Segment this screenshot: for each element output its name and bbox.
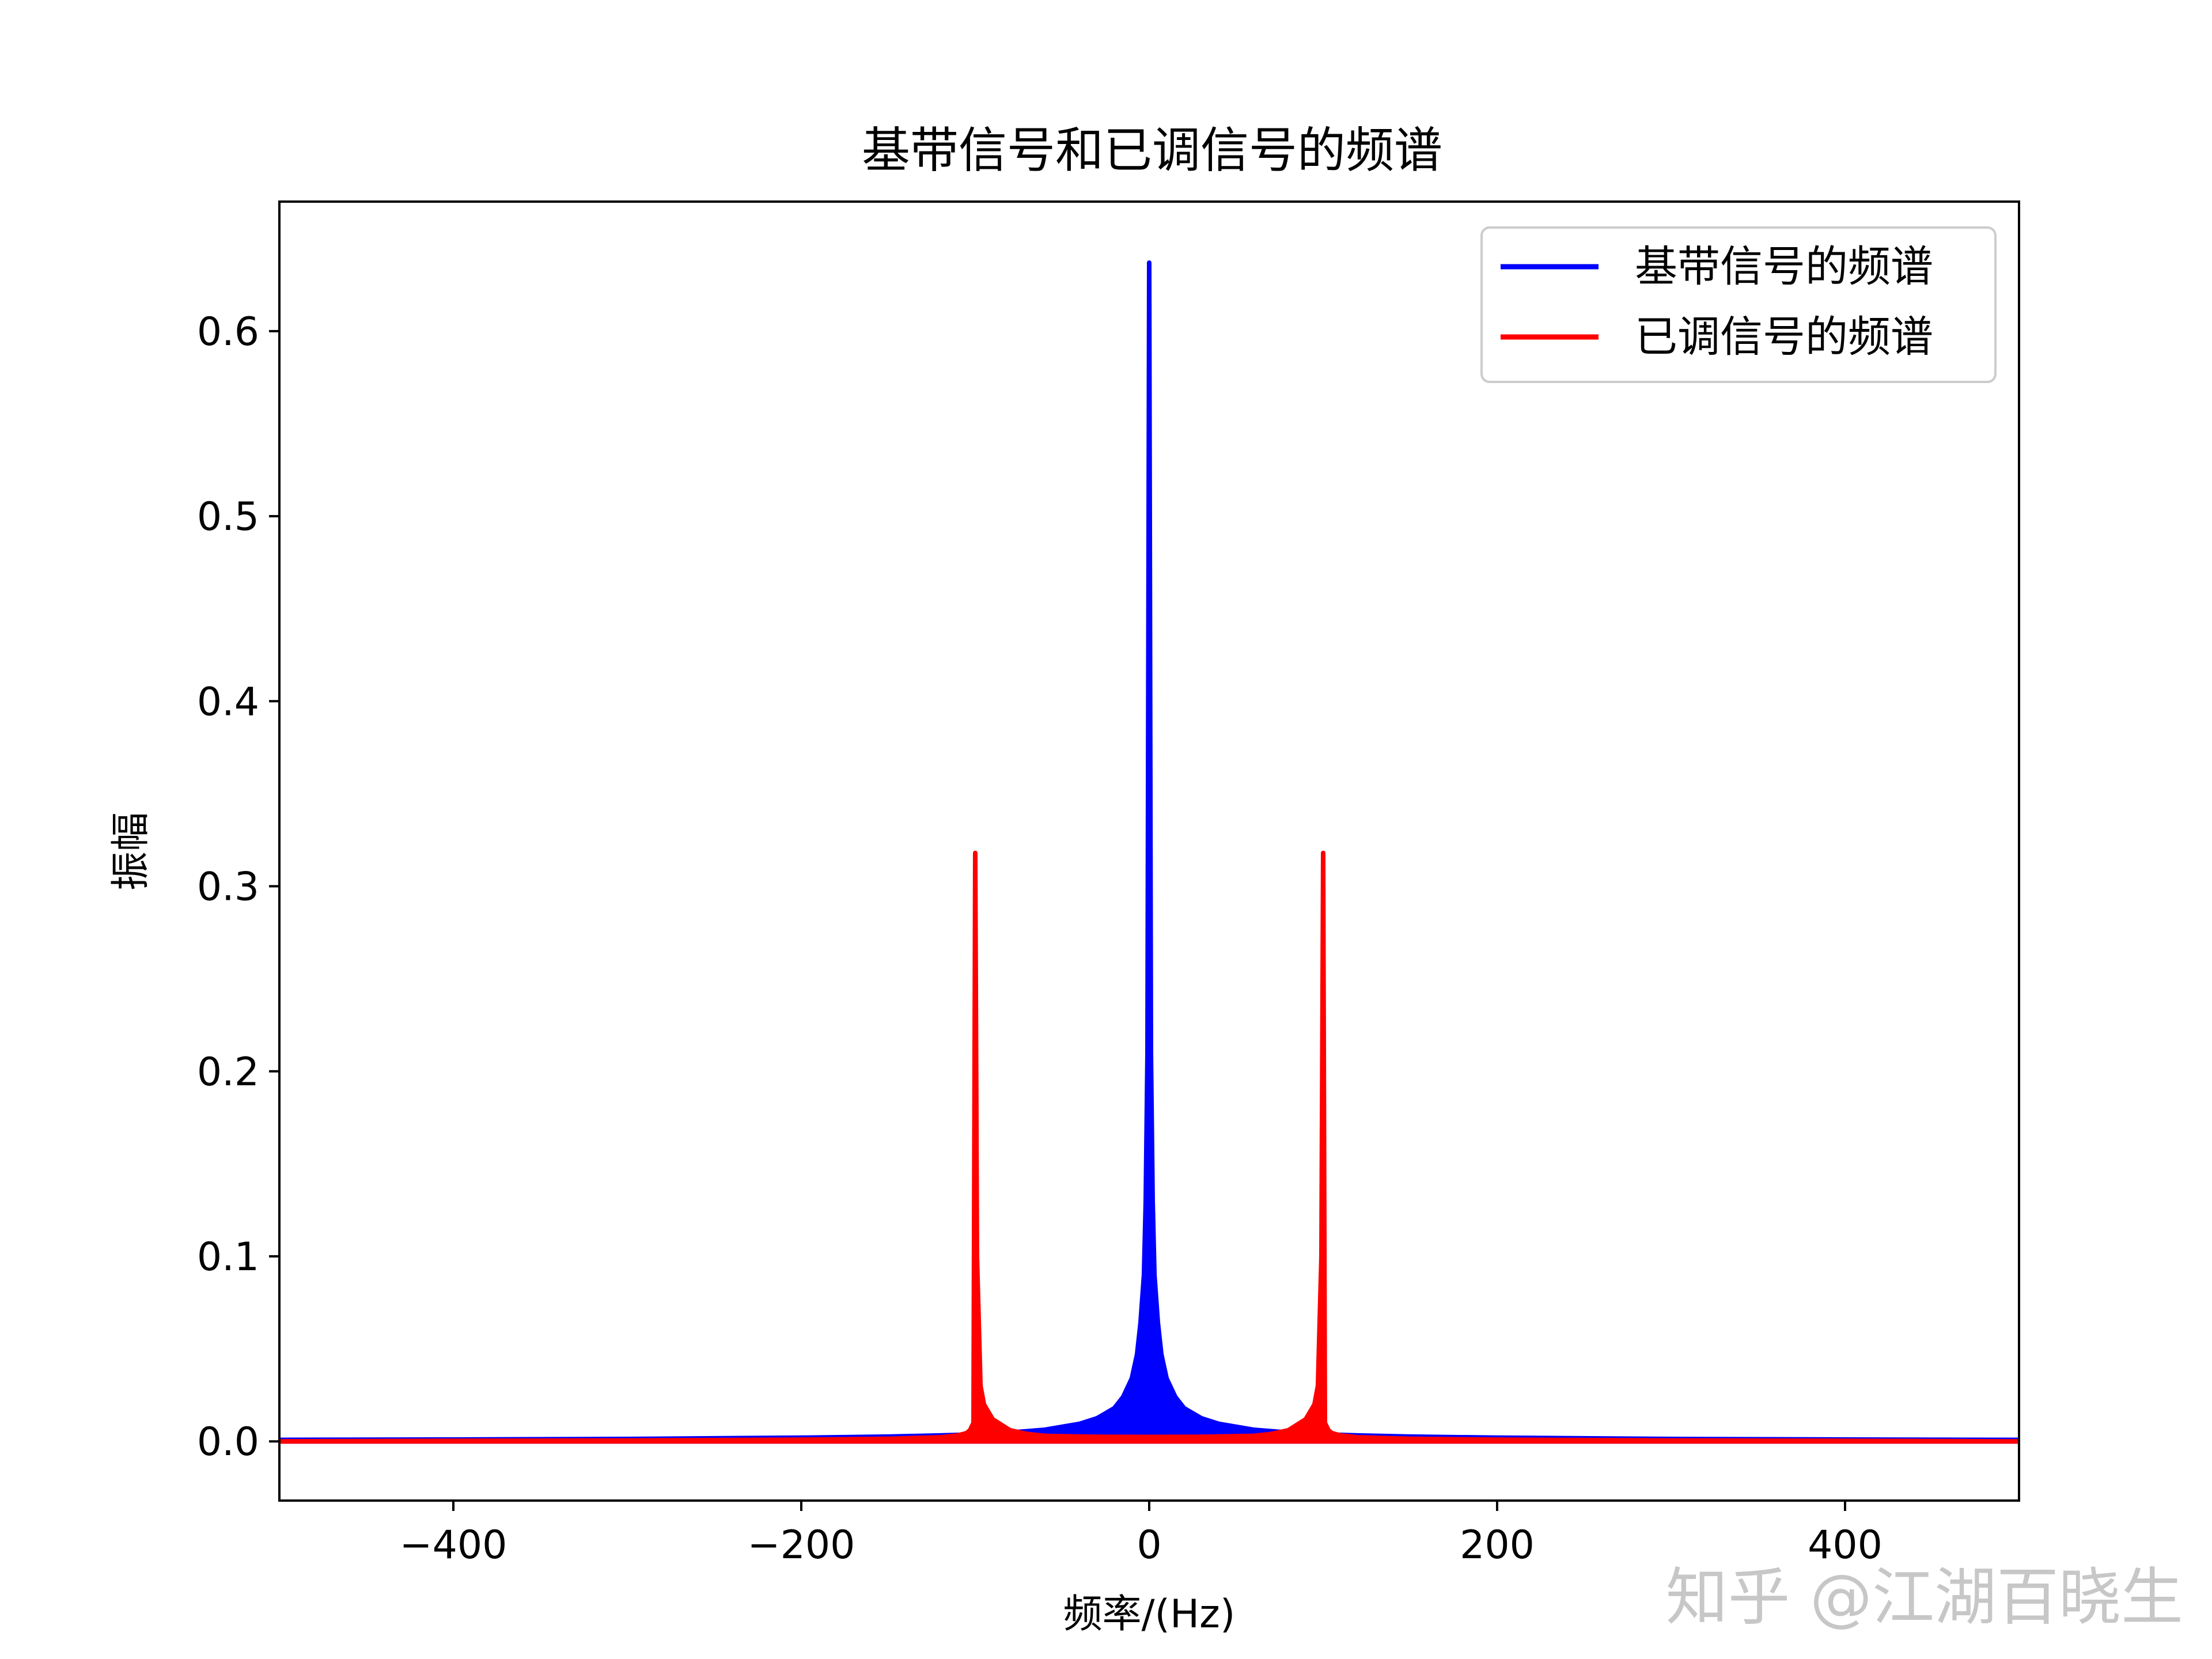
y-tick-label: 0.2 <box>197 1050 259 1095</box>
x-tick-label: 400 <box>1808 1522 1883 1568</box>
y-axis-label: 振幅 <box>108 812 154 891</box>
watermark-text: 知乎 @江湖百晓生 <box>1666 1562 2183 1634</box>
y-tick-label: 0.5 <box>197 494 259 540</box>
y-tick-label: 0.6 <box>197 309 259 355</box>
y-axis-ticks: 0.0 0.1 0.2 0.3 0.4 0.5 0.6 <box>197 309 279 1465</box>
x-tick-label: 200 <box>1460 1522 1535 1568</box>
legend-label-modulated: 已调信号的频谱 <box>1635 312 1933 362</box>
x-tick-label: −400 <box>400 1522 507 1568</box>
chart-title: 基带信号和已调信号的频谱 <box>862 122 1442 179</box>
y-tick-label: 0.3 <box>197 865 259 910</box>
legend: 基带信号的频谱 已调信号的频谱 <box>1480 226 1997 383</box>
x-tick-label: 0 <box>1137 1522 1161 1568</box>
y-tick-label: 0.4 <box>197 679 259 725</box>
x-axis-label: 频率/(Hz) <box>1063 1592 1236 1637</box>
y-tick-label: 0.1 <box>197 1234 259 1280</box>
x-axis-ticks: −400 −200 0 200 400 <box>400 1501 1883 1568</box>
x-tick-label: −200 <box>748 1522 855 1568</box>
legend-label-baseband: 基带信号的频谱 <box>1635 242 1933 291</box>
y-tick-label: 0.0 <box>197 1419 259 1465</box>
legend-box <box>1480 226 1997 383</box>
series-modulated-spectrum <box>279 850 2019 1444</box>
series-layer <box>279 260 2019 1444</box>
